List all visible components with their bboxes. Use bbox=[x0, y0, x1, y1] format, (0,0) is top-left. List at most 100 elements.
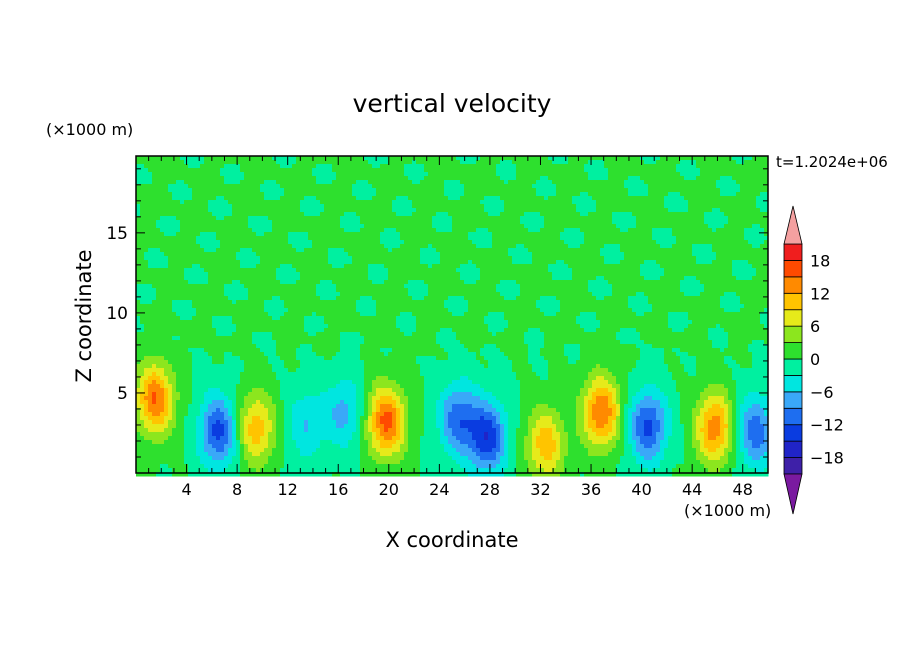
field-cell bbox=[304, 200, 309, 205]
field-cell bbox=[212, 192, 217, 197]
field-cell bbox=[224, 256, 229, 261]
field-cell bbox=[452, 272, 457, 277]
field-cell bbox=[200, 268, 205, 273]
field-cell bbox=[464, 180, 469, 185]
field-cell bbox=[332, 208, 337, 213]
field-cell bbox=[208, 228, 213, 233]
field-cell bbox=[200, 208, 205, 213]
field-cell bbox=[164, 216, 169, 221]
field-cell bbox=[136, 272, 141, 277]
field-cell bbox=[580, 208, 585, 213]
field-cell bbox=[724, 260, 729, 265]
field-cell bbox=[396, 204, 401, 209]
field-cell bbox=[328, 268, 333, 273]
field-cell bbox=[696, 220, 701, 225]
field-cell bbox=[556, 240, 561, 245]
field-cell bbox=[424, 220, 429, 225]
field-cell bbox=[164, 240, 169, 245]
field-cell bbox=[608, 228, 613, 233]
field-cell bbox=[412, 256, 417, 261]
field-cell bbox=[260, 228, 265, 233]
field-cell bbox=[568, 188, 573, 193]
field-cell bbox=[364, 156, 369, 161]
field-cell bbox=[288, 244, 293, 249]
field-cell bbox=[508, 272, 513, 277]
field-cell bbox=[452, 244, 457, 249]
field-cell bbox=[528, 248, 533, 253]
field-cell bbox=[544, 236, 549, 241]
field-cell bbox=[396, 220, 401, 225]
field-cell bbox=[632, 256, 637, 261]
field-cell bbox=[364, 164, 369, 169]
field-cell bbox=[220, 212, 225, 217]
field-cell bbox=[348, 188, 353, 193]
field-cell bbox=[328, 192, 333, 197]
field-cell bbox=[208, 232, 213, 237]
field-cell bbox=[672, 228, 677, 233]
field-cell bbox=[700, 188, 705, 193]
field-cell bbox=[520, 156, 525, 161]
field-cell bbox=[388, 208, 393, 213]
field-cell bbox=[304, 220, 309, 225]
field-cell bbox=[524, 180, 529, 185]
field-cell bbox=[404, 156, 409, 161]
field-cell bbox=[284, 156, 289, 161]
field-cell bbox=[188, 160, 193, 165]
field-cell bbox=[252, 168, 257, 173]
field-cell bbox=[712, 224, 717, 229]
field-cell bbox=[548, 180, 553, 185]
field-cell bbox=[324, 280, 329, 285]
field-cell bbox=[472, 188, 477, 193]
field-cell bbox=[672, 256, 677, 261]
field-cell bbox=[392, 252, 397, 257]
field-cell bbox=[408, 220, 413, 225]
field-cell bbox=[760, 228, 765, 233]
field-cell bbox=[332, 192, 337, 197]
field-cell bbox=[316, 248, 321, 253]
field-cell bbox=[756, 208, 761, 213]
field-cell bbox=[456, 224, 461, 229]
field-cell bbox=[616, 172, 621, 177]
field-cell bbox=[208, 176, 213, 181]
field-cell bbox=[732, 220, 737, 225]
field-cell bbox=[748, 224, 753, 229]
field-cell bbox=[176, 228, 181, 233]
field-cell bbox=[516, 192, 521, 197]
field-cell bbox=[616, 268, 621, 273]
field-cell bbox=[556, 204, 561, 209]
field-cell bbox=[652, 272, 657, 277]
field-cell bbox=[320, 164, 325, 169]
field-cell bbox=[484, 280, 489, 285]
field-cell bbox=[336, 260, 341, 265]
field-cell bbox=[644, 176, 649, 181]
field-cell bbox=[600, 272, 605, 277]
field-cell bbox=[440, 260, 445, 265]
field-cell bbox=[472, 160, 477, 165]
field-cell bbox=[736, 172, 741, 177]
field-cell bbox=[372, 244, 377, 249]
field-cell bbox=[164, 208, 169, 213]
field-cell bbox=[692, 260, 697, 265]
field-cell bbox=[172, 260, 177, 265]
field-cell bbox=[464, 196, 469, 201]
field-cell bbox=[312, 268, 317, 273]
field-cell bbox=[260, 180, 265, 185]
field-cell bbox=[752, 224, 757, 229]
field-cell bbox=[288, 180, 293, 185]
field-cell bbox=[616, 224, 621, 229]
field-cell bbox=[512, 208, 517, 213]
field-cell bbox=[396, 164, 401, 169]
field-cell bbox=[308, 172, 313, 177]
field-cell bbox=[604, 176, 609, 181]
field-cell bbox=[380, 156, 385, 161]
field-cell bbox=[628, 204, 633, 209]
field-cell bbox=[744, 172, 749, 177]
field-cell bbox=[160, 184, 165, 189]
field-cell bbox=[548, 228, 553, 233]
field-cell bbox=[556, 172, 561, 177]
field-cell bbox=[236, 164, 241, 169]
field-cell bbox=[304, 240, 309, 245]
field-cell bbox=[460, 180, 465, 185]
field-cell bbox=[288, 252, 293, 257]
field-cell bbox=[280, 276, 285, 281]
